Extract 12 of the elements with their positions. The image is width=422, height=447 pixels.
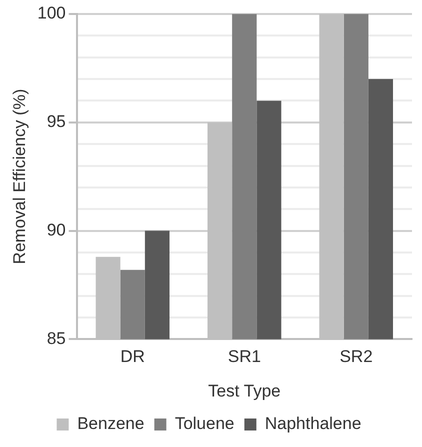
x-axis-title: Test Type — [208, 381, 281, 400]
y-tick-label: 95 — [46, 112, 66, 132]
legend-label: Toluene — [174, 414, 234, 434]
y-axis-title: Removal Efficiency (%) — [10, 88, 29, 264]
x-tick-label: DR — [120, 347, 145, 366]
legend-label: Naphthalene — [264, 414, 362, 434]
y-tick-label: 100 — [37, 4, 66, 23]
x-tick-label: SR2 — [340, 347, 373, 366]
y-tick-label: 85 — [46, 328, 66, 348]
x-tick-label: SR1 — [228, 347, 261, 366]
legend-label: Benzene — [77, 414, 144, 434]
y-tick-label: 90 — [46, 220, 66, 240]
